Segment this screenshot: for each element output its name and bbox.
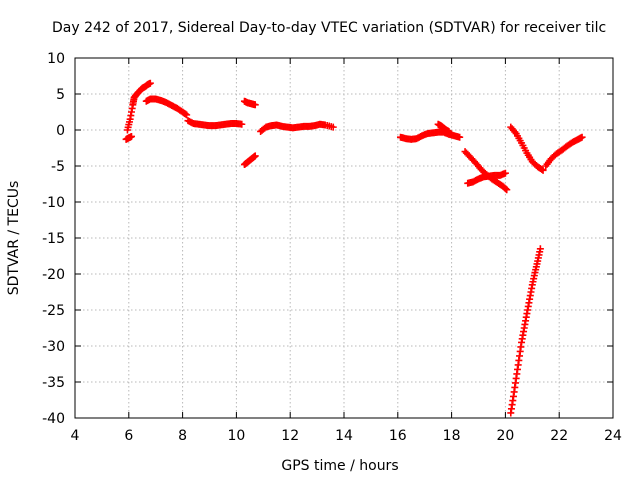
x-tick-label: 4 xyxy=(71,428,80,444)
x-tick-label: 6 xyxy=(124,428,133,444)
series-seg-h xyxy=(396,128,464,143)
x-axis-title: GPS time / hours xyxy=(281,458,398,474)
plot-frame xyxy=(74,57,614,419)
data-point xyxy=(538,165,546,173)
data-point xyxy=(501,169,509,177)
y-tick-label: -10 xyxy=(42,195,65,211)
data-point xyxy=(251,152,259,160)
data-point xyxy=(329,123,337,131)
y-tick-label: -25 xyxy=(42,303,65,319)
x-tick-label: 10 xyxy=(227,428,245,444)
data-point xyxy=(503,186,511,194)
series-seg-i xyxy=(434,120,453,135)
y-tick-label: -35 xyxy=(42,375,65,391)
x-tick-label: 14 xyxy=(335,428,353,444)
x-tick-label: 12 xyxy=(281,428,299,444)
series-seg-d xyxy=(184,117,246,130)
x-tick-label: 24 xyxy=(604,428,622,444)
data-point xyxy=(127,132,135,140)
series-seg-m xyxy=(542,133,586,170)
y-tick-label: 10 xyxy=(47,51,65,67)
series-seg-e xyxy=(240,97,259,109)
series-seg-n xyxy=(507,245,544,417)
y-tick-label: -15 xyxy=(42,231,65,247)
data-point xyxy=(539,166,547,174)
data-point xyxy=(456,133,464,141)
grid xyxy=(75,58,613,418)
y-tick-label: -5 xyxy=(51,159,65,175)
x-tick-label: 8 xyxy=(178,428,187,444)
x-tick-label: 16 xyxy=(389,428,407,444)
y-tick-label: 5 xyxy=(56,87,65,103)
tick-labels: 4 6 8 10 12 14 16 18 20 22 24 10 5 0 -5 -10 -15 -20 -25 -30… xyxy=(42,51,622,444)
data-point xyxy=(536,245,544,253)
chart-title: Day 242 of 2017, Sidereal Day-to-day VTE… xyxy=(52,20,606,36)
y-axis-title: SDTVAR / TECUs xyxy=(6,181,22,296)
series-seg-b xyxy=(123,79,154,134)
series-seg-l xyxy=(507,123,547,174)
data-point xyxy=(238,120,246,128)
data-point xyxy=(502,185,510,193)
y-tick-label: -30 xyxy=(42,339,65,355)
y-tick-label: -20 xyxy=(42,267,65,283)
series-seg-c xyxy=(142,95,191,119)
data-point xyxy=(183,111,191,119)
x-tick-label: 18 xyxy=(443,428,461,444)
data-point xyxy=(578,133,586,141)
x-tick-label: 22 xyxy=(550,428,568,444)
series-seg-k xyxy=(464,169,509,187)
data-points xyxy=(122,79,586,417)
series-seg-j xyxy=(461,148,511,194)
series-seg-a xyxy=(122,132,135,143)
series-seg-f xyxy=(240,152,259,169)
y-tick-label: -40 xyxy=(42,411,65,427)
data-point xyxy=(146,79,154,87)
series-seg-g xyxy=(257,120,337,135)
x-tick-label: 20 xyxy=(496,428,514,444)
y-tick-label: 0 xyxy=(56,123,65,139)
data-point xyxy=(251,101,259,109)
data-point xyxy=(445,127,453,135)
